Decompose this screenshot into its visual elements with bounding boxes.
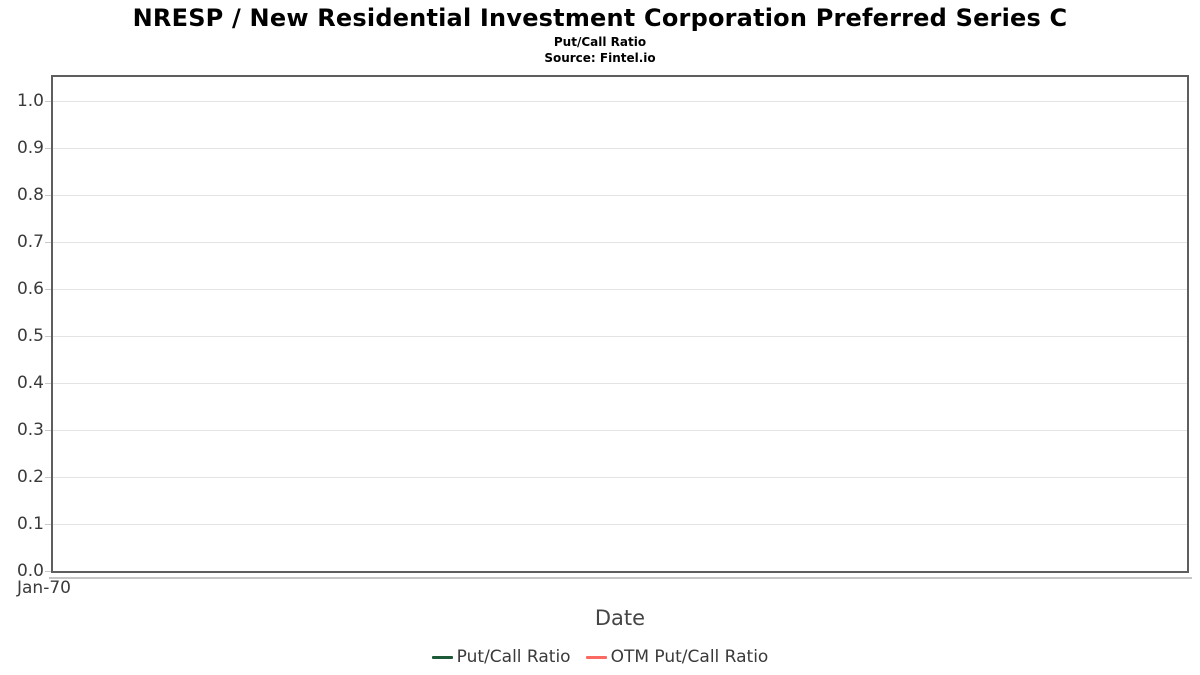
plot-area (51, 75, 1189, 573)
gridline (53, 523, 1187, 525)
y-tick-label: 0.6 (16, 278, 44, 299)
chart-source: Source: Fintel.io (544, 51, 656, 65)
y-tick-label: 0.0 (16, 561, 44, 581)
gridline (53, 147, 1187, 149)
gridline (53, 429, 1187, 431)
gridline (53, 194, 1187, 196)
y-tick-mark (45, 335, 51, 337)
legend-line-swatch-otm-put-call-ratio (585, 655, 607, 659)
gridline (53, 382, 1187, 384)
x-axis-line (49, 577, 1192, 579)
y-tick-mark (45, 147, 51, 149)
y-tick-label: 0.3 (16, 419, 44, 440)
y-tick-mark (45, 288, 51, 290)
y-tick-label: 0.4 (16, 372, 44, 393)
gridline (53, 335, 1187, 337)
y-tick-label: 0.5 (16, 325, 44, 346)
legend: Put/Call Ratio OTM Put/Call Ratio (0, 646, 1200, 668)
x-tick-label: Jan-70 (17, 578, 71, 598)
y-tick-mark (45, 241, 51, 243)
y-tick-label: 0.7 (16, 231, 44, 252)
gridline (53, 100, 1187, 102)
legend-label-put-call-ratio: Put/Call Ratio (456, 647, 571, 667)
y-tick-mark (45, 194, 51, 196)
legend-item-put-call-ratio[interactable]: Put/Call Ratio (431, 646, 571, 668)
legend-label-otm-put-call-ratio: OTM Put/Call Ratio (610, 647, 769, 667)
y-tick-mark (45, 382, 51, 384)
chart-title: NRESP / New Residential Investment Corpo… (132, 4, 1068, 32)
y-tick-label: 0.8 (16, 184, 44, 205)
y-tick-mark (45, 100, 51, 102)
y-tick-mark (45, 523, 51, 525)
gridline (53, 241, 1187, 243)
y-axis: 0.0 0.1 0.2 0.3 0.4 0.5 0.6 0.7 0.8 0.9 1.0 (0, 77, 51, 581)
gridline (53, 288, 1187, 290)
y-tick-label: 0.2 (16, 466, 44, 487)
y-tick-label: 1.0 (16, 90, 44, 111)
gridline (53, 476, 1187, 478)
x-axis-title: Date (594, 606, 646, 630)
legend-line-swatch-put-call-ratio (431, 655, 453, 659)
y-tick-mark (45, 476, 51, 478)
y-tick-mark (45, 429, 51, 431)
y-tick-label: 0.9 (16, 137, 44, 158)
y-tick-label: 0.1 (16, 513, 44, 534)
legend-item-otm-put-call-ratio[interactable]: OTM Put/Call Ratio (585, 646, 769, 668)
y-tick-mark (45, 571, 51, 572)
chart-subtitle: Put/Call Ratio (553, 35, 647, 49)
